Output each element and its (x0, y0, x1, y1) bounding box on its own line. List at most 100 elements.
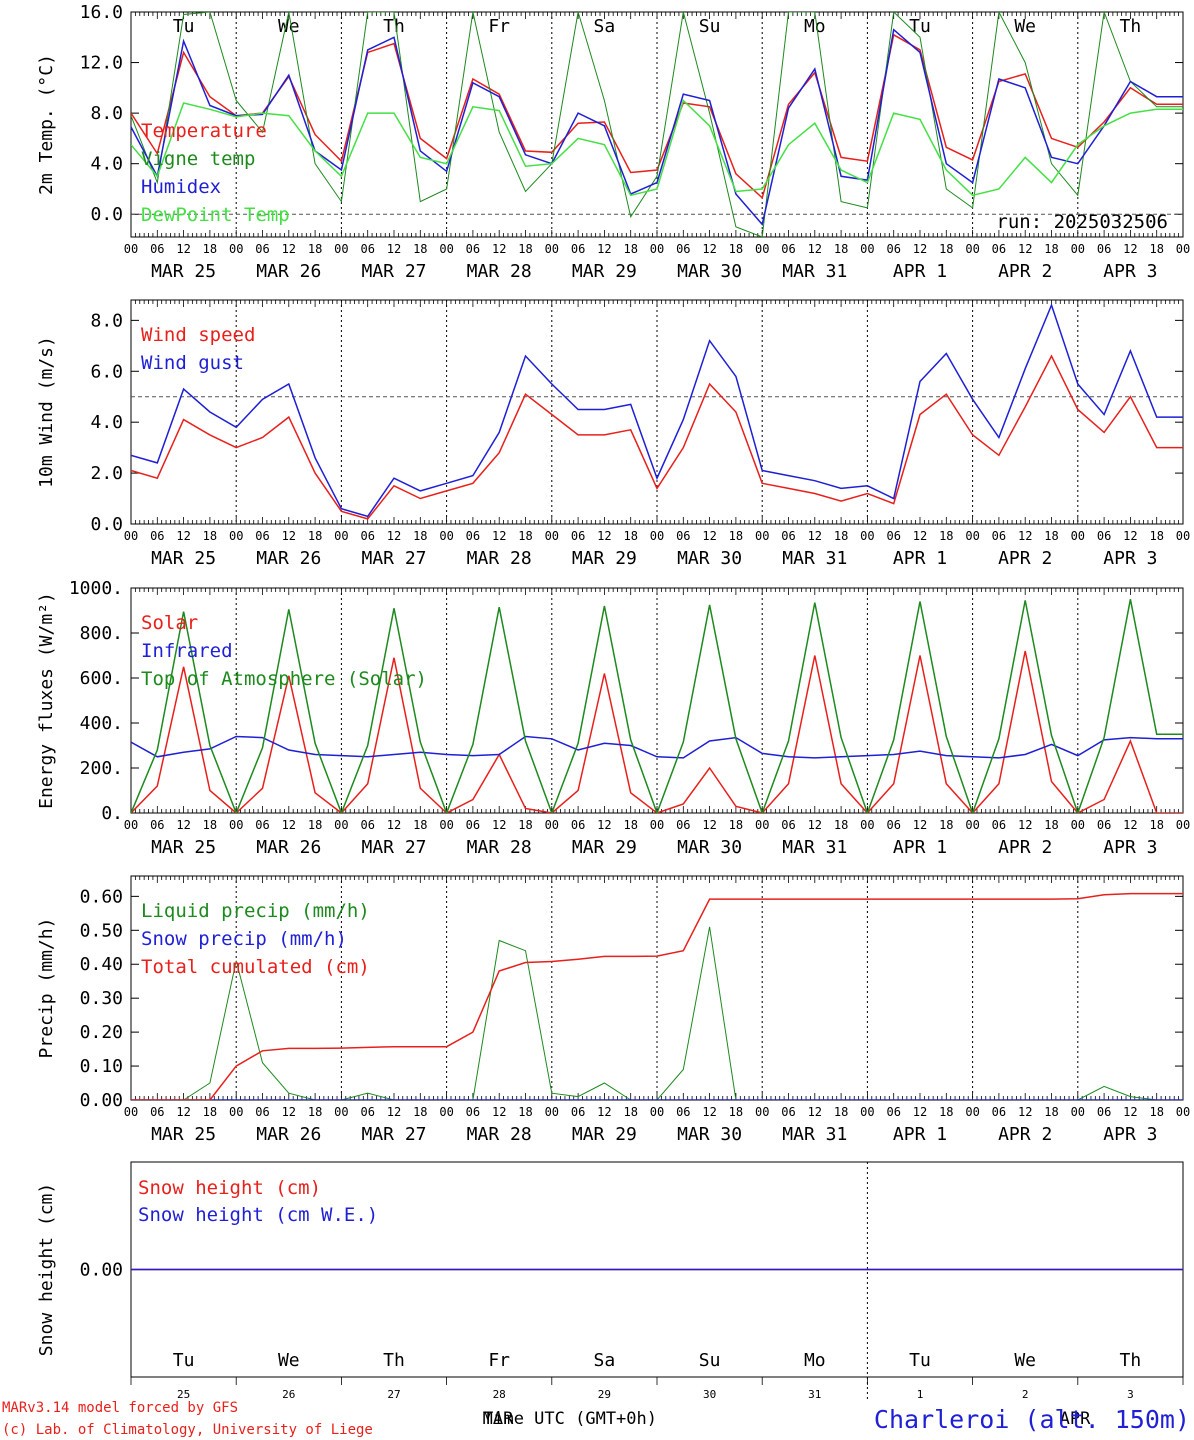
day-number-label: 28 (493, 1388, 506, 1401)
hour-tick-label: 06 (1097, 818, 1111, 832)
hour-tick-label: 00 (1071, 818, 1085, 832)
hour-tick-label: 00 (545, 1105, 559, 1119)
hour-tick-label: 06 (255, 1105, 269, 1119)
weekday-label: Tu (909, 16, 931, 37)
day-number-label: 31 (808, 1388, 821, 1401)
hour-tick-label: 06 (676, 1105, 690, 1119)
hour-tick-label: 18 (1149, 242, 1163, 256)
hour-tick-label: 00 (650, 818, 664, 832)
series-line-wind-speed (131, 354, 1183, 520)
date-label: APR 1 (893, 261, 947, 282)
hour-tick-label: 18 (729, 818, 743, 832)
hour-tick-label: 12 (492, 242, 506, 256)
hour-tick-label: 12 (282, 529, 296, 543)
hour-tick-label: 06 (886, 818, 900, 832)
hour-tick-label: 12 (282, 1105, 296, 1119)
legend-entry: Solar (141, 612, 198, 634)
date-label: MAR 27 (361, 548, 426, 569)
hour-tick-label: 12 (176, 818, 190, 832)
hour-tick-label: 18 (729, 529, 743, 543)
series-line-humidex (131, 28, 1183, 227)
run-label: run: 2025032506 (996, 211, 1168, 233)
hour-tick-label: 06 (360, 1105, 374, 1119)
hour-tick-label: 12 (1018, 529, 1032, 543)
hour-tick-label: 18 (1149, 818, 1163, 832)
hour-tick-label: 12 (1123, 242, 1137, 256)
hour-tick-label: 06 (255, 242, 269, 256)
hour-tick-label: 12 (1123, 1105, 1137, 1119)
hour-tick-label: 00 (124, 242, 138, 256)
hour-tick-label: 12 (702, 1105, 716, 1119)
hour-tick-label: 18 (203, 242, 217, 256)
hour-tick-label: 12 (702, 529, 716, 543)
hour-tick-label: 18 (623, 242, 637, 256)
hour-tick-label: 00 (334, 242, 348, 256)
hour-tick-label: 00 (1071, 529, 1085, 543)
hour-tick-label: 18 (729, 1105, 743, 1119)
hour-tick-label: 00 (229, 818, 243, 832)
date-label: MAR 29 (572, 548, 637, 569)
month-apr-label: APR (1060, 1409, 1091, 1429)
date-label: APR 1 (893, 1124, 947, 1145)
hour-tick-label: 00 (439, 529, 453, 543)
date-label: MAR 25 (151, 1124, 216, 1145)
hour-tick-label: 06 (360, 242, 374, 256)
y-tick-label: 0.30 (80, 988, 123, 1009)
hour-tick-label: 06 (1097, 1105, 1111, 1119)
hour-tick-label: 12 (808, 529, 822, 543)
weekday-label: Sa (594, 1350, 616, 1371)
hour-tick-label: 18 (1149, 529, 1163, 543)
hour-tick-label: 12 (1018, 242, 1032, 256)
legend-entry: Vigne temp (141, 148, 255, 170)
y-axis-title: 2m Temp. (°C) (36, 54, 57, 195)
weekday-label: Th (383, 16, 405, 37)
hour-tick-label: 18 (834, 818, 848, 832)
weekday-label: Th (1120, 1350, 1142, 1371)
date-label: APR 2 (998, 837, 1052, 858)
hour-tick-label: 18 (518, 242, 532, 256)
hour-tick-label: 00 (1176, 529, 1190, 543)
hour-tick-label: 00 (965, 818, 979, 832)
day-number-label: 26 (282, 1388, 295, 1401)
station-label: Charleroi (alt. 150m) (874, 1405, 1190, 1434)
hour-tick-label: 06 (150, 529, 164, 543)
hour-tick-label: 00 (334, 818, 348, 832)
date-label: APR 2 (998, 548, 1052, 569)
date-label: MAR 29 (572, 1124, 637, 1145)
y-tick-label: 12.0 (80, 53, 123, 74)
hour-tick-label: 00 (755, 818, 769, 832)
hour-tick-label: 06 (781, 1105, 795, 1119)
hour-tick-label: 12 (1123, 529, 1137, 543)
legend-entry: Infrared (141, 640, 233, 662)
y-tick-label: 0.00 (80, 1260, 123, 1281)
weekday-label: We (1014, 1350, 1036, 1371)
legend-entry: Humidex (141, 176, 221, 198)
hour-tick-label: 06 (781, 529, 795, 543)
hour-tick-label: 12 (1018, 1105, 1032, 1119)
day-number-label: 27 (387, 1388, 400, 1401)
hour-tick-label: 00 (124, 818, 138, 832)
weekday-label: Tu (173, 1350, 195, 1371)
hour-tick-label: 00 (439, 818, 453, 832)
legend-entry: Total cumulated (cm) (141, 956, 370, 978)
hour-tick-label: 00 (124, 529, 138, 543)
y-tick-label: 1000. (69, 578, 123, 599)
y-tick-label: 4.0 (90, 154, 123, 175)
date-label: APR 3 (1103, 261, 1157, 282)
month-mar-label: MAR (483, 1409, 514, 1429)
series-line-dewpoint-temp (131, 99, 1183, 197)
date-label: MAR 28 (467, 548, 532, 569)
hour-tick-label: 00 (439, 1105, 453, 1119)
hour-tick-label: 18 (308, 1105, 322, 1119)
date-label: MAR 26 (256, 548, 321, 569)
date-label: MAR 26 (256, 837, 321, 858)
hour-tick-label: 06 (992, 1105, 1006, 1119)
hour-tick-label: 12 (282, 242, 296, 256)
hour-tick-label: 06 (571, 818, 585, 832)
hour-tick-label: 12 (1123, 818, 1137, 832)
hour-tick-label: 18 (413, 818, 427, 832)
hour-tick-label: 12 (597, 242, 611, 256)
hour-tick-label: 12 (1018, 818, 1032, 832)
date-label: MAR 30 (677, 548, 742, 569)
hour-tick-label: 12 (387, 1105, 401, 1119)
